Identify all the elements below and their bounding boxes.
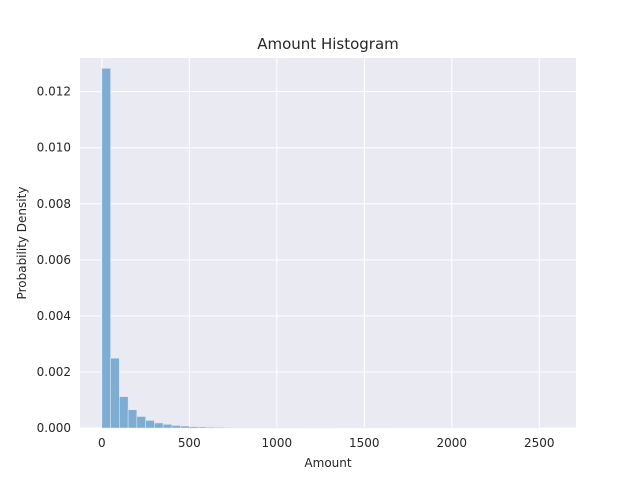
x-tick-label: 2500 bbox=[524, 436, 555, 450]
y-tick-label: 0.010 bbox=[37, 141, 71, 155]
x-axis-label: Amount bbox=[304, 456, 351, 470]
x-tick-label: 500 bbox=[178, 436, 201, 450]
y-tick-label: 0.012 bbox=[37, 85, 71, 99]
histogram-bar bbox=[206, 426, 216, 429]
chart-title: Amount Histogram bbox=[257, 35, 399, 53]
y-tick-label: 0.006 bbox=[37, 253, 71, 267]
gridlines bbox=[80, 58, 576, 429]
x-tick-label: 1500 bbox=[349, 436, 380, 450]
histogram-bars bbox=[101, 68, 540, 429]
y-tick-label: 0.002 bbox=[37, 365, 71, 379]
histogram-bar bbox=[101, 68, 111, 429]
histogram-bar bbox=[197, 426, 208, 429]
y-tick-label: 0.000 bbox=[37, 421, 71, 435]
histogram-bar bbox=[136, 416, 146, 429]
histogram-bar bbox=[110, 357, 120, 429]
x-tick-label: 1000 bbox=[262, 436, 293, 450]
histogram-bar bbox=[215, 427, 225, 429]
y-tick-labels: 0.000 0.002 0.004 0.006 0.008 0.010 0.012 bbox=[37, 85, 71, 435]
x-tick-label: 2000 bbox=[437, 436, 468, 450]
plot-area bbox=[80, 58, 576, 428]
x-tick-labels: 0 500 1000 1500 2000 2500 bbox=[98, 436, 554, 450]
x-tick-label: 0 bbox=[98, 436, 106, 450]
histogram-bar bbox=[162, 424, 173, 429]
y-axis-label: Probability Density bbox=[15, 187, 29, 300]
histogram-bar bbox=[189, 426, 199, 429]
histogram-bar bbox=[127, 409, 138, 429]
y-tick-label: 0.004 bbox=[37, 309, 71, 323]
histogram-bar bbox=[171, 425, 181, 429]
histogram-bar bbox=[154, 422, 164, 429]
histogram-bar bbox=[119, 396, 129, 429]
histogram-bar bbox=[145, 420, 155, 429]
y-tick-label: 0.008 bbox=[37, 197, 71, 211]
histogram-bar bbox=[180, 425, 190, 429]
histogram-bar bbox=[224, 427, 234, 429]
